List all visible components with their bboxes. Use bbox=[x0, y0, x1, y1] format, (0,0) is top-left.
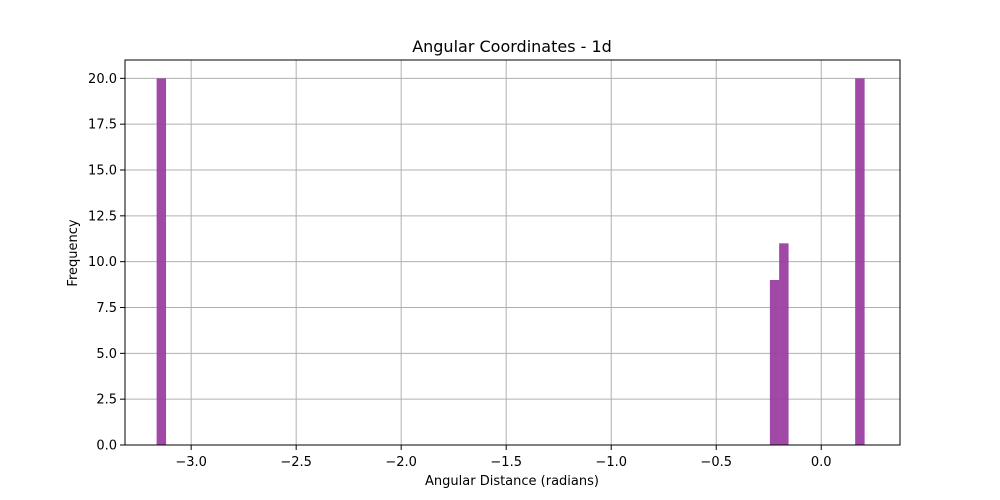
x-tick-label: −1.0 bbox=[595, 455, 627, 470]
y-tick-label: 7.5 bbox=[96, 301, 117, 316]
y-axis-ticks: 0.0 2.5 5.0 7.5 10.0 12.5 15.0 17.5 20.0 bbox=[88, 72, 125, 454]
bars bbox=[156, 78, 865, 445]
histogram-bar bbox=[855, 78, 865, 445]
y-tick-label: 5.0 bbox=[96, 347, 117, 362]
x-tick-label: −1.5 bbox=[490, 455, 522, 470]
x-axis-ticks: −3.0 −2.5 −2.0 −1.5 −1.0 −0.5 0.0 bbox=[175, 445, 832, 470]
y-tick-label: 12.5 bbox=[88, 209, 117, 224]
x-tick-label: −0.5 bbox=[700, 455, 732, 470]
y-axis-label: Frequency bbox=[66, 219, 81, 286]
y-tick-label: 17.5 bbox=[88, 118, 117, 133]
y-tick-label: 0.0 bbox=[96, 439, 117, 454]
y-tick-label: 10.0 bbox=[88, 255, 117, 270]
x-tick-label: −3.0 bbox=[175, 455, 207, 470]
y-tick-label: 15.0 bbox=[88, 164, 117, 179]
y-tick-label: 20.0 bbox=[88, 72, 117, 87]
x-tick-label: −2.0 bbox=[385, 455, 417, 470]
chart-title: Angular Coordinates - 1d bbox=[412, 37, 612, 56]
histogram-bar bbox=[769, 280, 780, 445]
histogram-bar bbox=[779, 243, 789, 445]
histogram-bar bbox=[156, 78, 167, 445]
x-axis-label: Angular Distance (radians) bbox=[425, 474, 599, 489]
plot-frame bbox=[124, 59, 901, 446]
x-tick-label: −2.5 bbox=[280, 455, 312, 470]
x-tick-label: 0.0 bbox=[811, 455, 832, 470]
y-tick-label: 2.5 bbox=[96, 393, 117, 408]
